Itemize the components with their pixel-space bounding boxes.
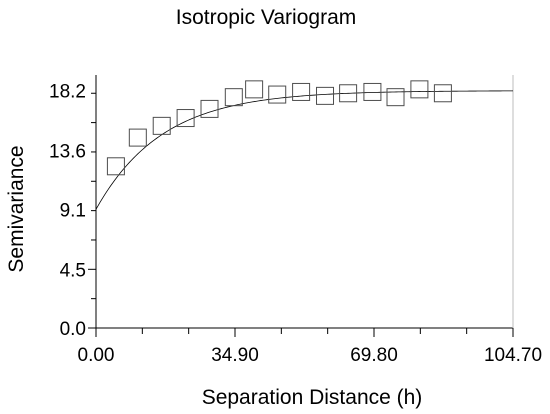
data-point-marker [152, 116, 171, 135]
data-point-marker [176, 109, 195, 128]
tick-labels: 0.00 34.90 69.80 104.70 0.0 4.5 9.1 13.6 18.2 [49, 82, 542, 366]
x-axis-label: Separation Distance (h) [202, 386, 423, 409]
data-point-marker [292, 82, 311, 101]
data-point-marker [224, 88, 243, 107]
y-tick-label: 0.0 [60, 319, 86, 340]
data-point-marker [245, 80, 264, 99]
data-point-marker [106, 157, 125, 176]
model-curve [95, 90, 514, 210]
y-axis-label: Semivariance [5, 145, 28, 272]
data-point-marker [386, 88, 405, 107]
y-tick-label: 18.2 [49, 82, 86, 103]
x-tick-label: 104.70 [484, 345, 542, 366]
data-point-marker [128, 128, 147, 147]
data-point-marker [363, 82, 382, 101]
data-point-marker [433, 84, 452, 103]
y-tick-label: 13.6 [49, 142, 86, 163]
x-tick-label: 69.80 [350, 345, 398, 366]
data-point-marker [200, 99, 219, 118]
axes [88, 75, 514, 337]
data-point-marker [316, 86, 335, 105]
y-tick-label: 4.5 [60, 260, 86, 281]
marker-layer [106, 80, 452, 176]
data-point-marker [339, 84, 358, 103]
y-tick-label: 9.1 [60, 200, 86, 221]
x-tick-label: 34.90 [211, 345, 259, 366]
x-tick-label: 0.00 [78, 345, 115, 366]
chart-title: Isotropic Variogram [176, 6, 357, 29]
data-point-marker [268, 85, 287, 104]
data-point-marker [410, 80, 429, 99]
model-layer [95, 90, 514, 210]
